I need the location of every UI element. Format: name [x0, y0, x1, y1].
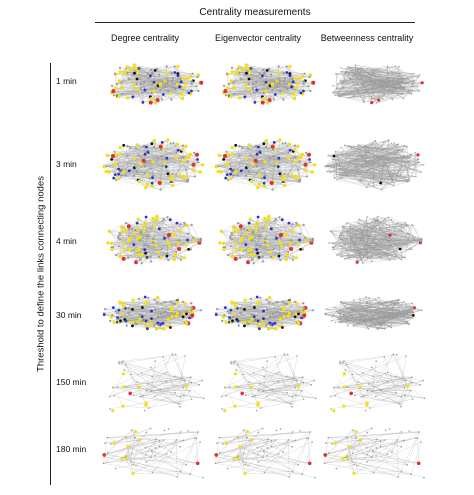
- network-panel-row6-col1: [102, 427, 204, 479]
- network-panel-row4-col2: [214, 295, 315, 331]
- y-axis-label: Threshold to define the links connecting…: [35, 176, 47, 372]
- network-panel-row4-col1: [102, 295, 203, 331]
- y-axis-line: [50, 63, 51, 485]
- network-panel-row3-col3: [328, 215, 423, 264]
- network-panel-row1-col2: [222, 63, 316, 105]
- row-label-3-min: 3 min: [56, 159, 77, 169]
- network-panel-row2-col3: [324, 139, 425, 191]
- network-panel-row2-col2: [214, 138, 317, 191]
- row-label-180-min: 180 min: [56, 444, 87, 454]
- column-header-degree: Degree centrality: [110, 33, 180, 43]
- network-panel-row6-col2: [214, 427, 316, 479]
- column-header-betweenness: Betweenness centrality: [320, 33, 414, 43]
- network-panel-row5-col2: [220, 353, 317, 413]
- network-panel-row1-col3: [332, 64, 424, 105]
- row-label-4-min: 4 min: [56, 236, 77, 246]
- network-panel-row4-col3: [324, 296, 423, 330]
- network-panel-row2-col1: [102, 138, 205, 191]
- network-panel-row5-col1: [108, 353, 205, 413]
- title-rule: [95, 22, 415, 23]
- network-panel-row5-col3: [329, 353, 426, 413]
- column-header-eigenvector: Eigenvector centrality: [214, 33, 302, 43]
- row-label-1-min: 1 min: [56, 76, 77, 86]
- network-panel-row6-col3: [323, 427, 425, 479]
- network-panel-row3-col2: [218, 214, 315, 265]
- figure-title: Centrality measurements: [199, 7, 311, 18]
- row-label-30-min: 30 min: [56, 310, 82, 320]
- row-label-150-min: 150 min: [56, 377, 87, 387]
- network-panel-row1-col1: [110, 63, 204, 105]
- network-panel-row3-col1: [106, 214, 203, 265]
